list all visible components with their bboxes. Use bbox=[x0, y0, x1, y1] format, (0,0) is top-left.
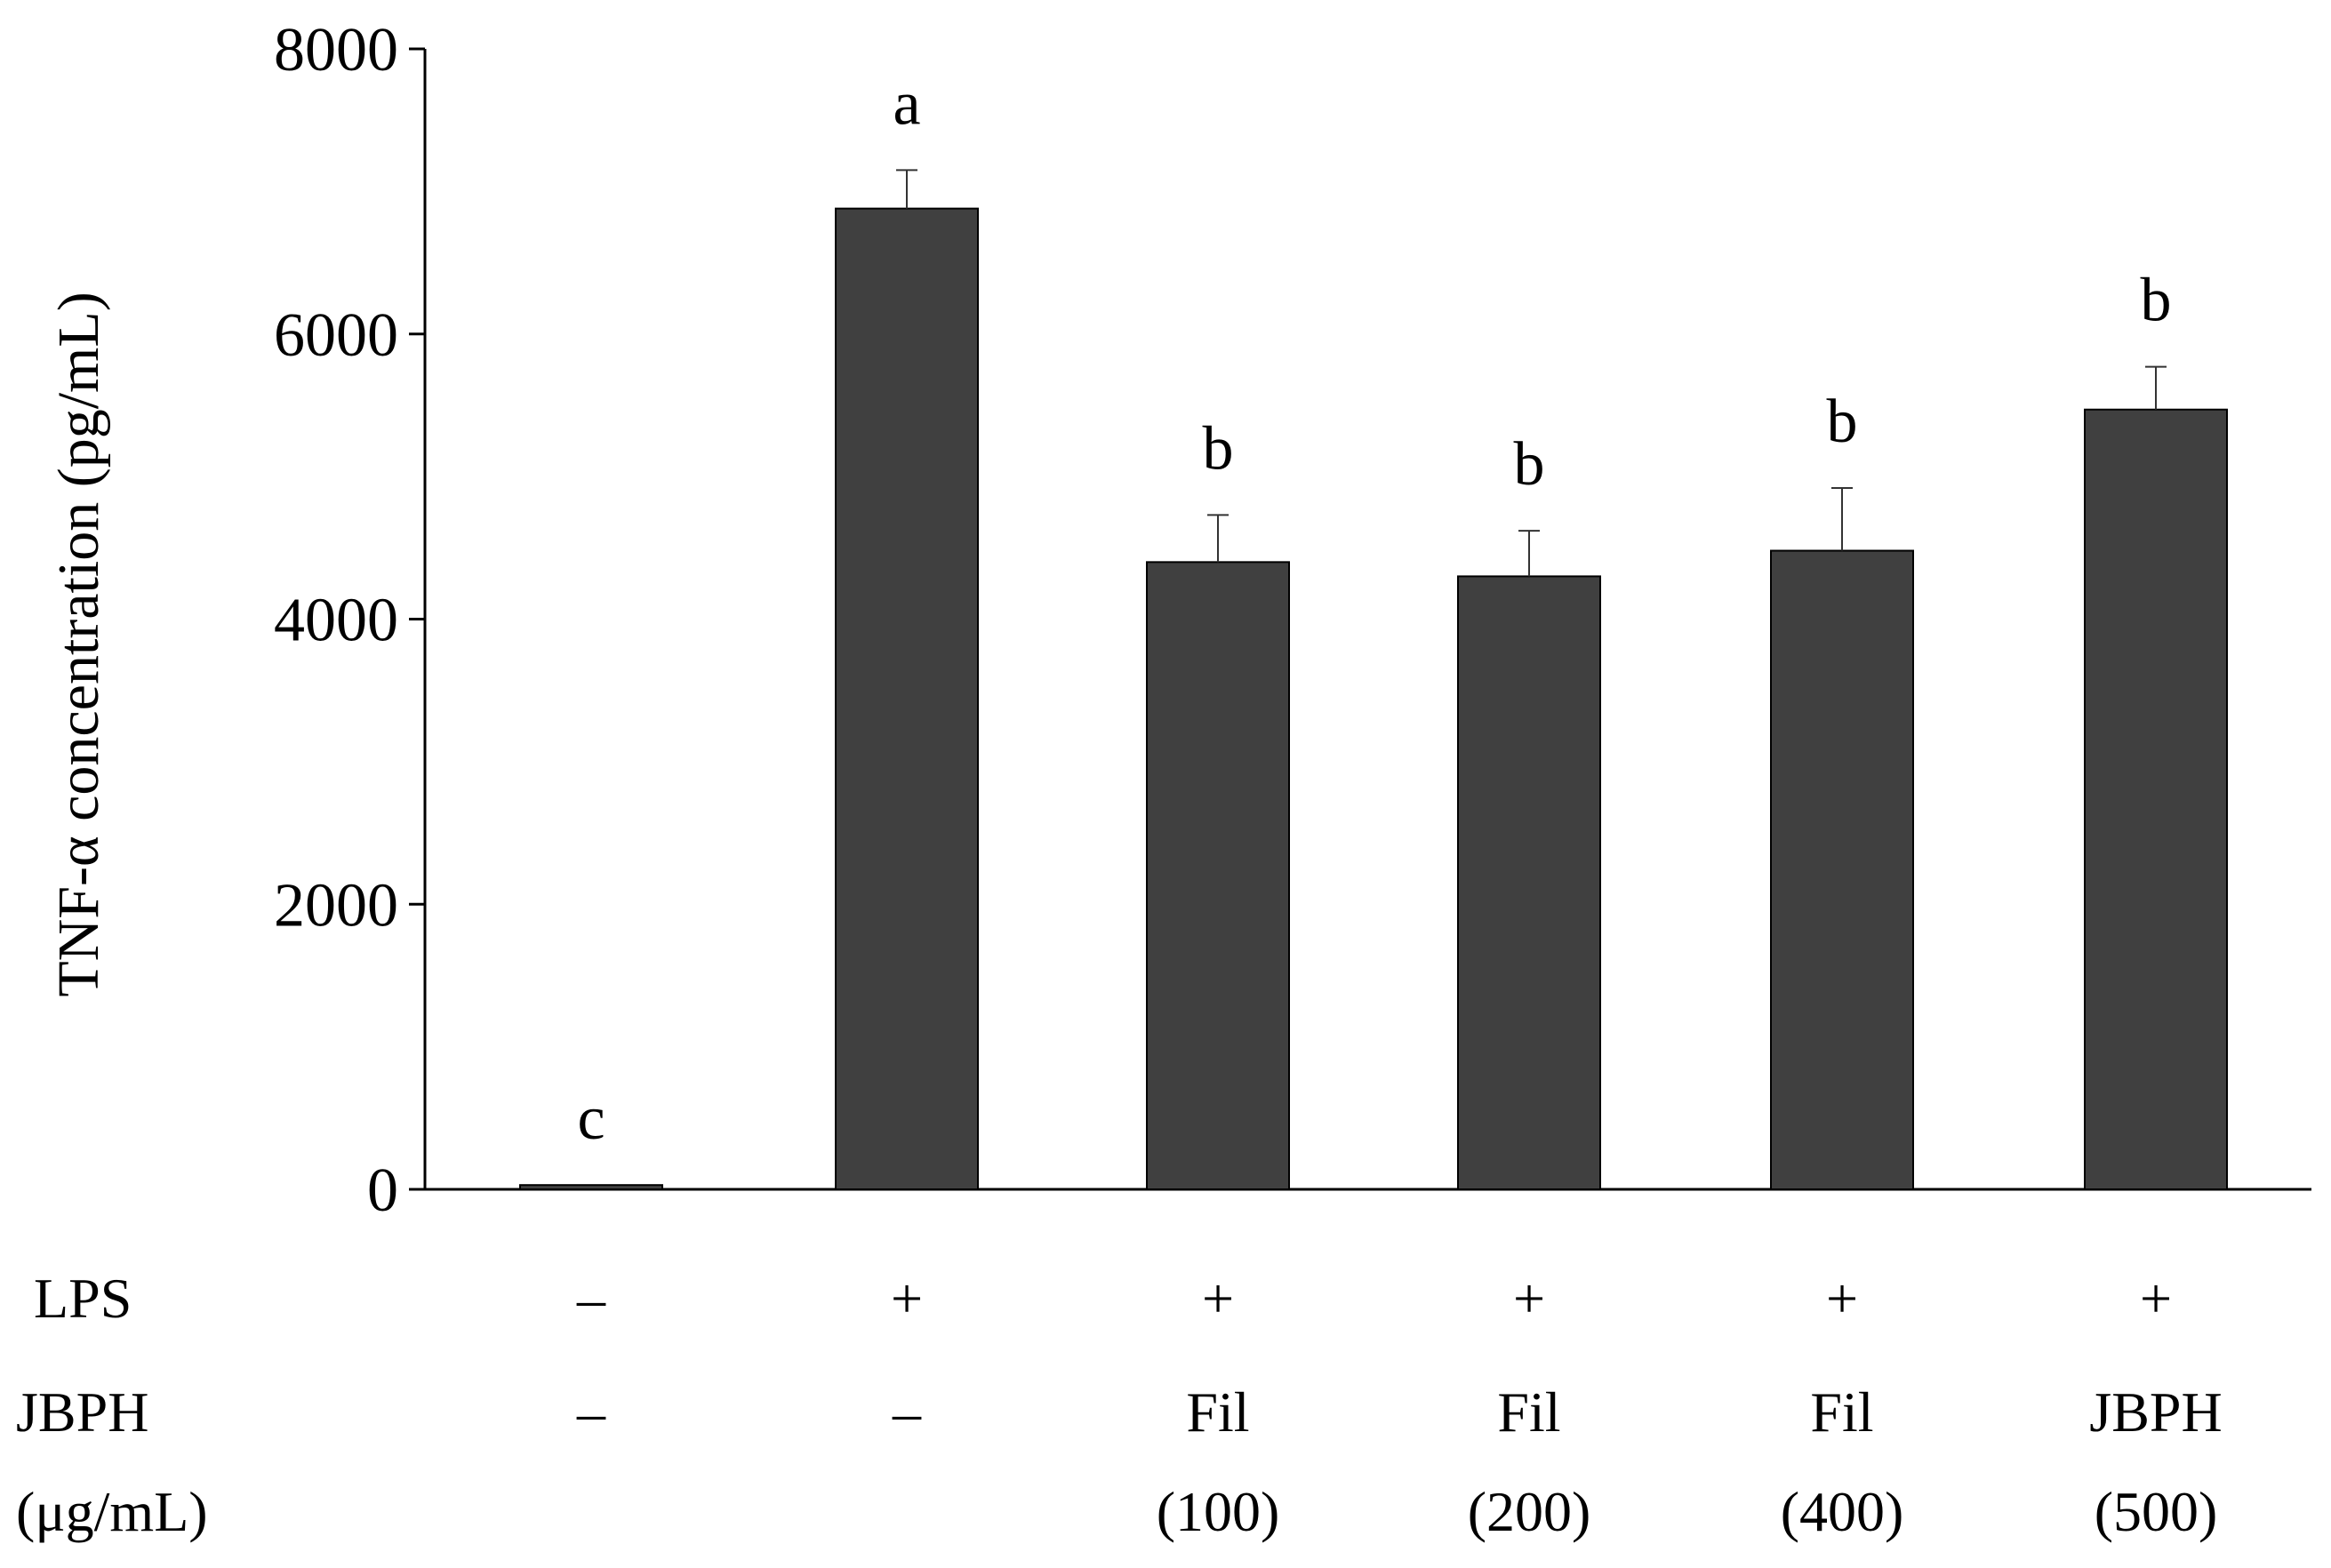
significance-letter: b bbox=[1827, 388, 1858, 456]
significance-letter: b bbox=[1203, 414, 1234, 483]
jbphrow2-cell: (400) bbox=[1781, 1480, 1904, 1543]
jbph-dose-row: (100) (200) (400) (500) bbox=[1157, 1480, 2218, 1543]
y-tick-label: 2000 bbox=[274, 871, 398, 940]
bar bbox=[1146, 561, 1290, 1190]
lps-row-label: LPS bbox=[34, 1267, 132, 1330]
bar bbox=[835, 207, 979, 1190]
y-ticks: 0 2000 4000 6000 8000 bbox=[274, 16, 425, 1225]
lpsrow-cell: – bbox=[576, 1267, 606, 1330]
lps-row: – + + + + + bbox=[576, 1267, 2172, 1330]
significance-letter: c bbox=[577, 1084, 605, 1153]
jbphrow2-cell: (200) bbox=[1468, 1480, 1591, 1543]
jbph-unit-label: (μg/mL) bbox=[16, 1480, 208, 1543]
significance-letter: a bbox=[893, 69, 920, 138]
lpsrow-cell: + bbox=[1826, 1267, 1858, 1330]
jbphrow2-cell: (500) bbox=[2095, 1480, 2218, 1543]
lpsrow-cell: + bbox=[2140, 1267, 2172, 1330]
error-bars bbox=[896, 169, 2167, 577]
y-tick-label: 4000 bbox=[274, 587, 398, 655]
jbph-row-label: JBPH bbox=[16, 1380, 148, 1444]
significance-letter: b bbox=[2141, 267, 2172, 335]
y-tick-label: 0 bbox=[367, 1156, 398, 1225]
jbphrow1-cell: Fil bbox=[1810, 1380, 1873, 1444]
jbphrow1-cell: – bbox=[892, 1380, 922, 1444]
bar bbox=[1457, 575, 1601, 1190]
jbphrow1-cell: JBPH bbox=[2089, 1380, 2222, 1444]
jbphrow1-cell: Fil bbox=[1497, 1380, 1560, 1444]
jbphrow2-cell: (100) bbox=[1157, 1480, 1280, 1543]
bar bbox=[1770, 549, 1914, 1190]
bars bbox=[519, 207, 2228, 1190]
significance-letters: c a b b b b bbox=[577, 69, 2171, 1153]
significance-letter: b bbox=[1514, 430, 1545, 499]
lpsrow-cell: + bbox=[1513, 1267, 1545, 1330]
y-tick-label: 6000 bbox=[274, 301, 398, 370]
y-tick-label: 8000 bbox=[274, 16, 398, 84]
bar bbox=[519, 1184, 663, 1190]
lpsrow-cell: + bbox=[891, 1267, 923, 1330]
jbph-row: – – Fil Fil Fil JBPH bbox=[576, 1380, 2223, 1444]
jbphrow1-cell: Fil bbox=[1186, 1380, 1249, 1444]
lpsrow-cell: + bbox=[1202, 1267, 1234, 1330]
bar bbox=[2084, 408, 2228, 1190]
jbphrow1-cell: – bbox=[576, 1380, 606, 1444]
y-axis-label: TNF-α concentration (pg/mL) bbox=[46, 292, 111, 996]
